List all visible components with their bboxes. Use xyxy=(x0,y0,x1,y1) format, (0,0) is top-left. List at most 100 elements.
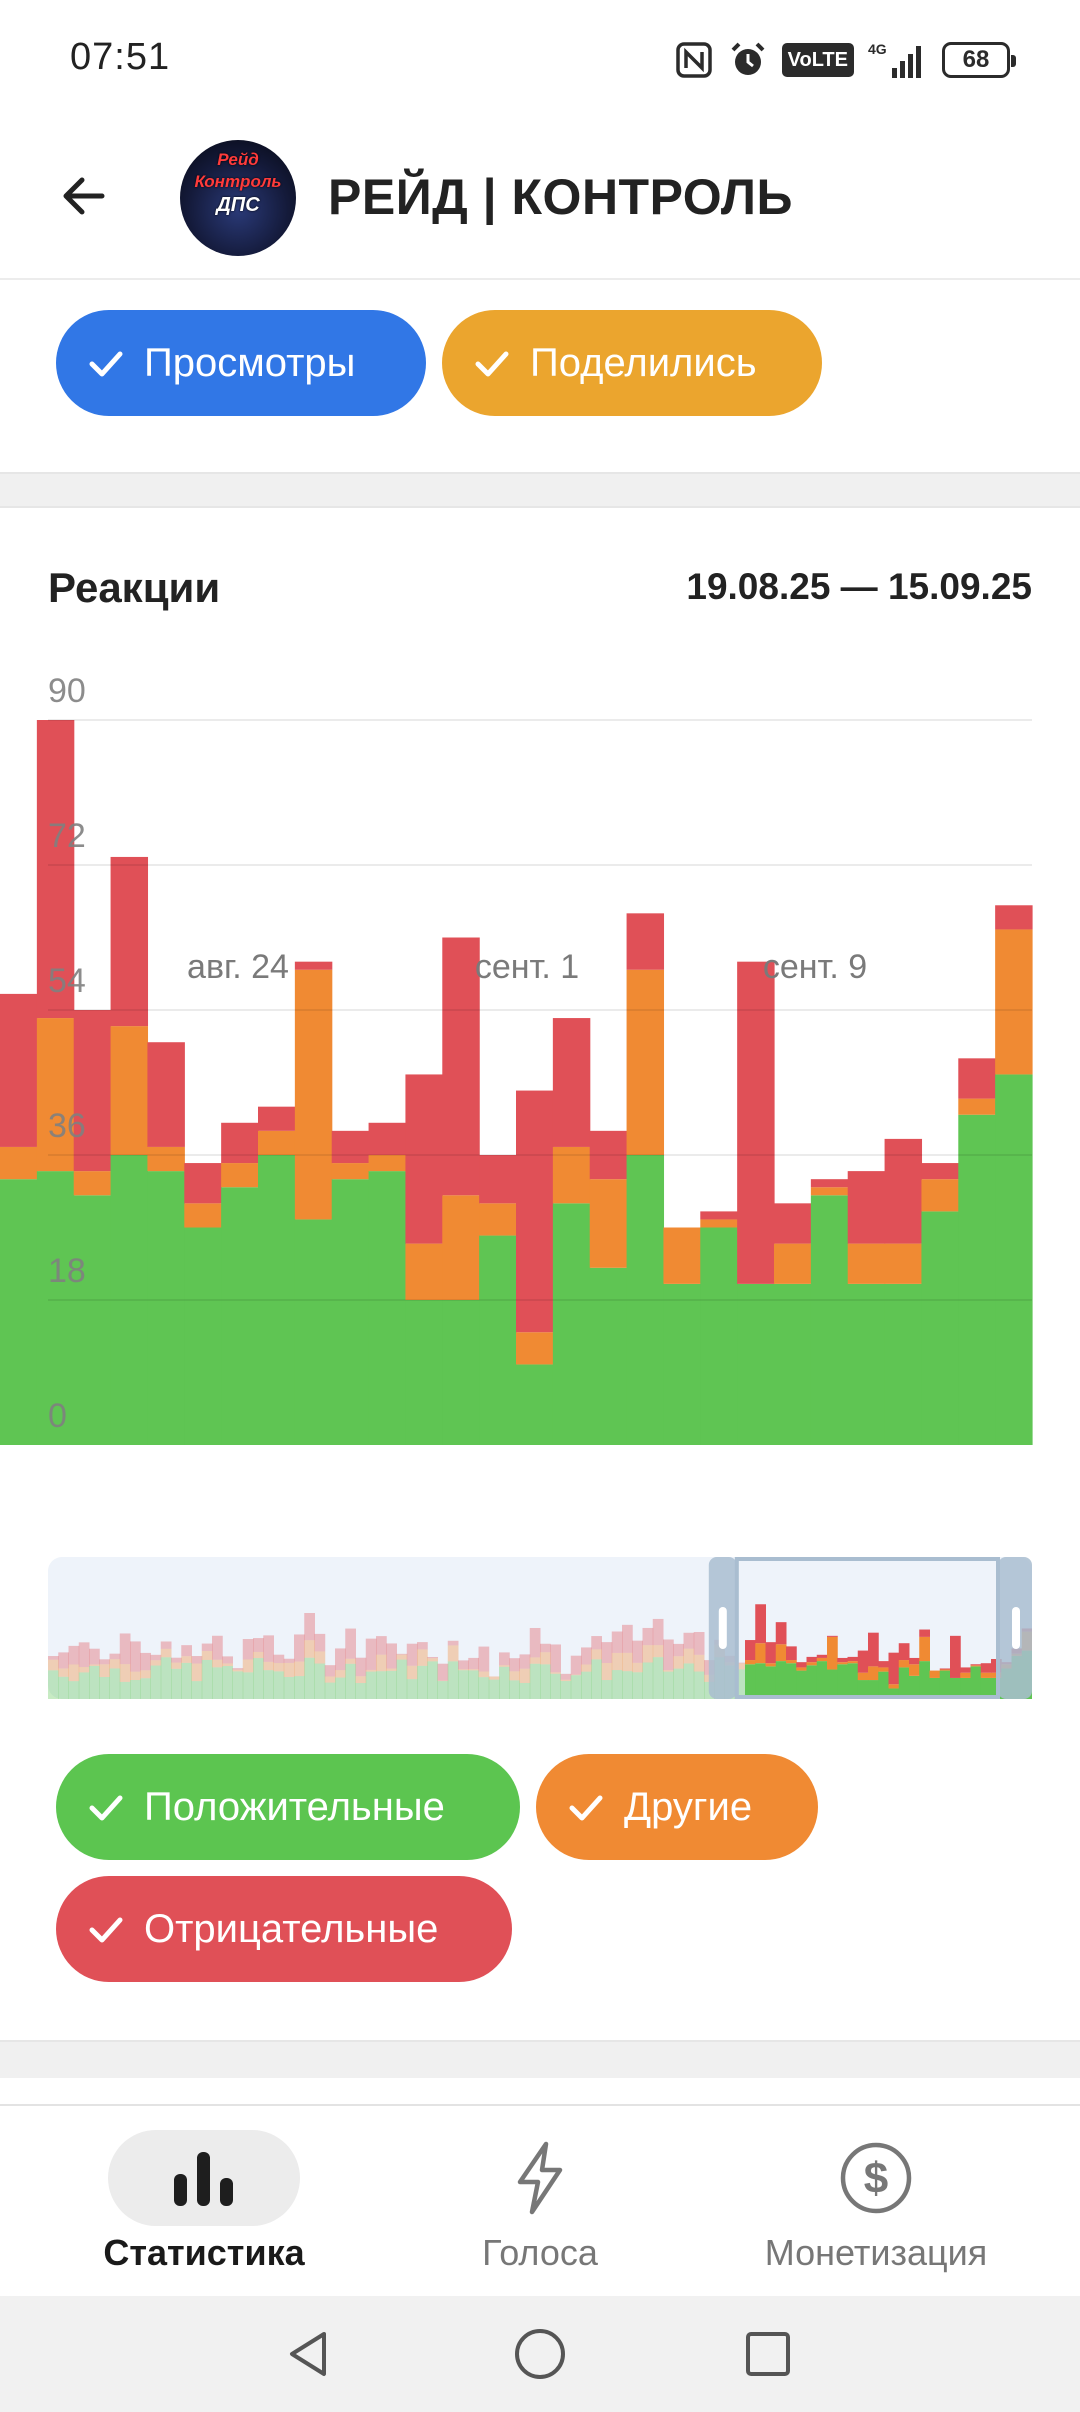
bar-segment-other xyxy=(516,1332,554,1365)
system-back-button[interactable] xyxy=(278,2324,338,2384)
bar-segment-other xyxy=(958,1098,996,1115)
navigator-bar xyxy=(734,1663,746,1670)
alarm-icon xyxy=(728,40,768,80)
navigator-bar xyxy=(201,1659,213,1699)
navigator-bar xyxy=(847,1663,859,1699)
bar-segment-other xyxy=(552,1146,591,1204)
reactions-chart[interactable]: 90 72 54 36 18 0 xyxy=(0,660,1080,1460)
navigator-bar xyxy=(878,1667,889,1672)
navigator-bar xyxy=(898,1667,910,1699)
navigator-bar xyxy=(673,1656,684,1669)
navigator-bar xyxy=(652,1657,664,1699)
bar-segment-positive xyxy=(147,1171,185,1445)
navigator-bar xyxy=(663,1639,674,1671)
navigator-grip-right xyxy=(1012,1607,1020,1649)
reactions-date-range[interactable]: 19.08.25 — 15.09.25 xyxy=(686,566,1032,607)
bar-segment-other xyxy=(847,1243,886,1284)
bar-segment-other xyxy=(110,1026,149,1155)
navigator-bar xyxy=(468,1670,479,1699)
nav-statistics-label: Статистика xyxy=(103,2232,305,2273)
bar-segment-negative xyxy=(810,1179,849,1188)
x-tick-label: сент. 1 xyxy=(474,948,580,986)
reactions-title: Реакции xyxy=(48,564,221,611)
navigator-bar xyxy=(355,1676,367,1684)
bar-segment-negative xyxy=(921,1163,959,1180)
views-filter-chip[interactable]: Просмотры xyxy=(56,310,426,416)
other-filter-chip[interactable]: Другие xyxy=(536,1754,818,1860)
navigator-bar xyxy=(191,1656,203,1664)
bar-segment-other xyxy=(884,1243,923,1284)
bar-segment-negative xyxy=(184,1163,222,1204)
navigator-bar xyxy=(78,1642,90,1668)
navigator-bar xyxy=(212,1667,223,1699)
check-icon xyxy=(89,351,123,377)
y-tick-label: 54 xyxy=(48,962,86,1000)
y-tick-label: 18 xyxy=(48,1252,86,1290)
navigator-bar xyxy=(611,1670,623,1699)
navigator-bar xyxy=(909,1675,920,1699)
navigator-bar xyxy=(950,1677,961,1699)
back-button[interactable] xyxy=(48,160,120,232)
navigator-bar xyxy=(48,1670,59,1699)
navigator-bar xyxy=(765,1663,777,1667)
navigator-bar xyxy=(693,1671,705,1699)
navigator-bar xyxy=(591,1636,602,1650)
navigator-bar xyxy=(796,1670,807,1699)
shared-filter-chip[interactable]: Поделились xyxy=(442,310,822,416)
navigator-bar xyxy=(509,1658,520,1672)
channel-avatar[interactable]: Рейд Контроль ДПС xyxy=(180,140,296,256)
navigator-bar xyxy=(242,1639,254,1660)
chart-range-navigator[interactable] xyxy=(48,1557,1032,1699)
navigator-bar xyxy=(837,1657,848,1663)
navigator-bar xyxy=(58,1652,69,1669)
avatar-text-2: Контроль xyxy=(194,172,282,191)
bar-segment-positive xyxy=(921,1211,959,1445)
bar-segment-negative xyxy=(516,1090,554,1333)
navigator-bar xyxy=(263,1635,274,1662)
navigator-bar xyxy=(232,1669,244,1672)
check-icon xyxy=(89,1917,123,1943)
bar-segment-other xyxy=(221,1163,259,1188)
navigator-bar xyxy=(48,1656,59,1660)
navigator-bar xyxy=(673,1668,684,1699)
bar-segment-other xyxy=(331,1163,370,1180)
navigator-bar xyxy=(304,1657,315,1699)
navigator-grip-left xyxy=(718,1607,727,1649)
navigator-bar xyxy=(827,1636,838,1670)
navigator-bar xyxy=(827,1669,838,1699)
nfc-icon xyxy=(674,40,714,80)
navigator-bar xyxy=(140,1652,151,1671)
system-home-button[interactable] xyxy=(510,2324,570,2384)
navigator-bar xyxy=(283,1658,295,1663)
bar-segment-negative xyxy=(700,1211,738,1220)
navigator-bar xyxy=(335,1677,346,1699)
navigator-bar xyxy=(581,1647,592,1665)
positive-filter-chip[interactable]: Положительные xyxy=(56,1754,520,1860)
navigator-bar xyxy=(201,1643,213,1652)
navigator-bar xyxy=(560,1679,572,1682)
navigator-bar xyxy=(540,1652,551,1665)
nav-monetization[interactable]: $ Монетизация xyxy=(696,2106,1056,2298)
system-recents-button[interactable] xyxy=(738,2324,798,2384)
navigator-bar xyxy=(939,1669,951,1671)
navigator-bar xyxy=(632,1662,643,1673)
navigator-bar xyxy=(960,1667,971,1673)
bar-segment-negative xyxy=(221,1122,259,1164)
navigator-bar xyxy=(888,1684,900,1689)
navigator-bar xyxy=(68,1681,80,1699)
nav-statistics[interactable]: Статистика xyxy=(24,2106,384,2298)
nav-monetization-label: Монетизация xyxy=(764,2232,988,2273)
nav-votes-pill xyxy=(444,2130,636,2226)
navigator-bar xyxy=(755,1643,766,1664)
y-tick-label: 72 xyxy=(48,817,86,855)
nav-votes-label: Голоса xyxy=(482,2232,598,2273)
navigator-bar xyxy=(253,1651,264,1659)
navigator-bar xyxy=(427,1661,438,1699)
navigator-bar xyxy=(663,1671,674,1699)
navigator-bar xyxy=(919,1629,930,1637)
negative-filter-chip[interactable]: Отрицательные xyxy=(56,1876,512,1982)
nav-votes[interactable]: Голоса xyxy=(360,2106,720,2298)
navigator-bar xyxy=(642,1662,654,1699)
home-circle-icon xyxy=(515,2329,565,2379)
navigator-bar xyxy=(755,1604,766,1644)
